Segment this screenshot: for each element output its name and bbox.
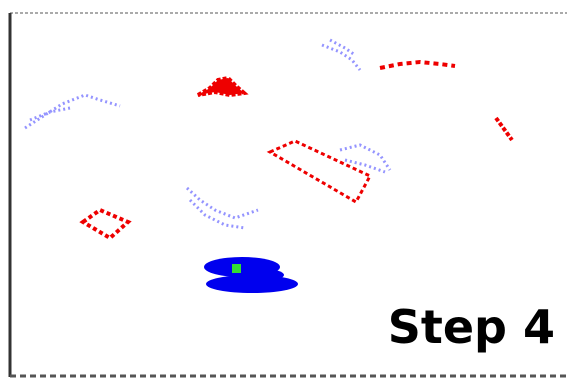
step-label: Step 4	[388, 300, 555, 354]
simulation-view: Step 4	[0, 0, 567, 381]
green-agent	[232, 264, 241, 273]
